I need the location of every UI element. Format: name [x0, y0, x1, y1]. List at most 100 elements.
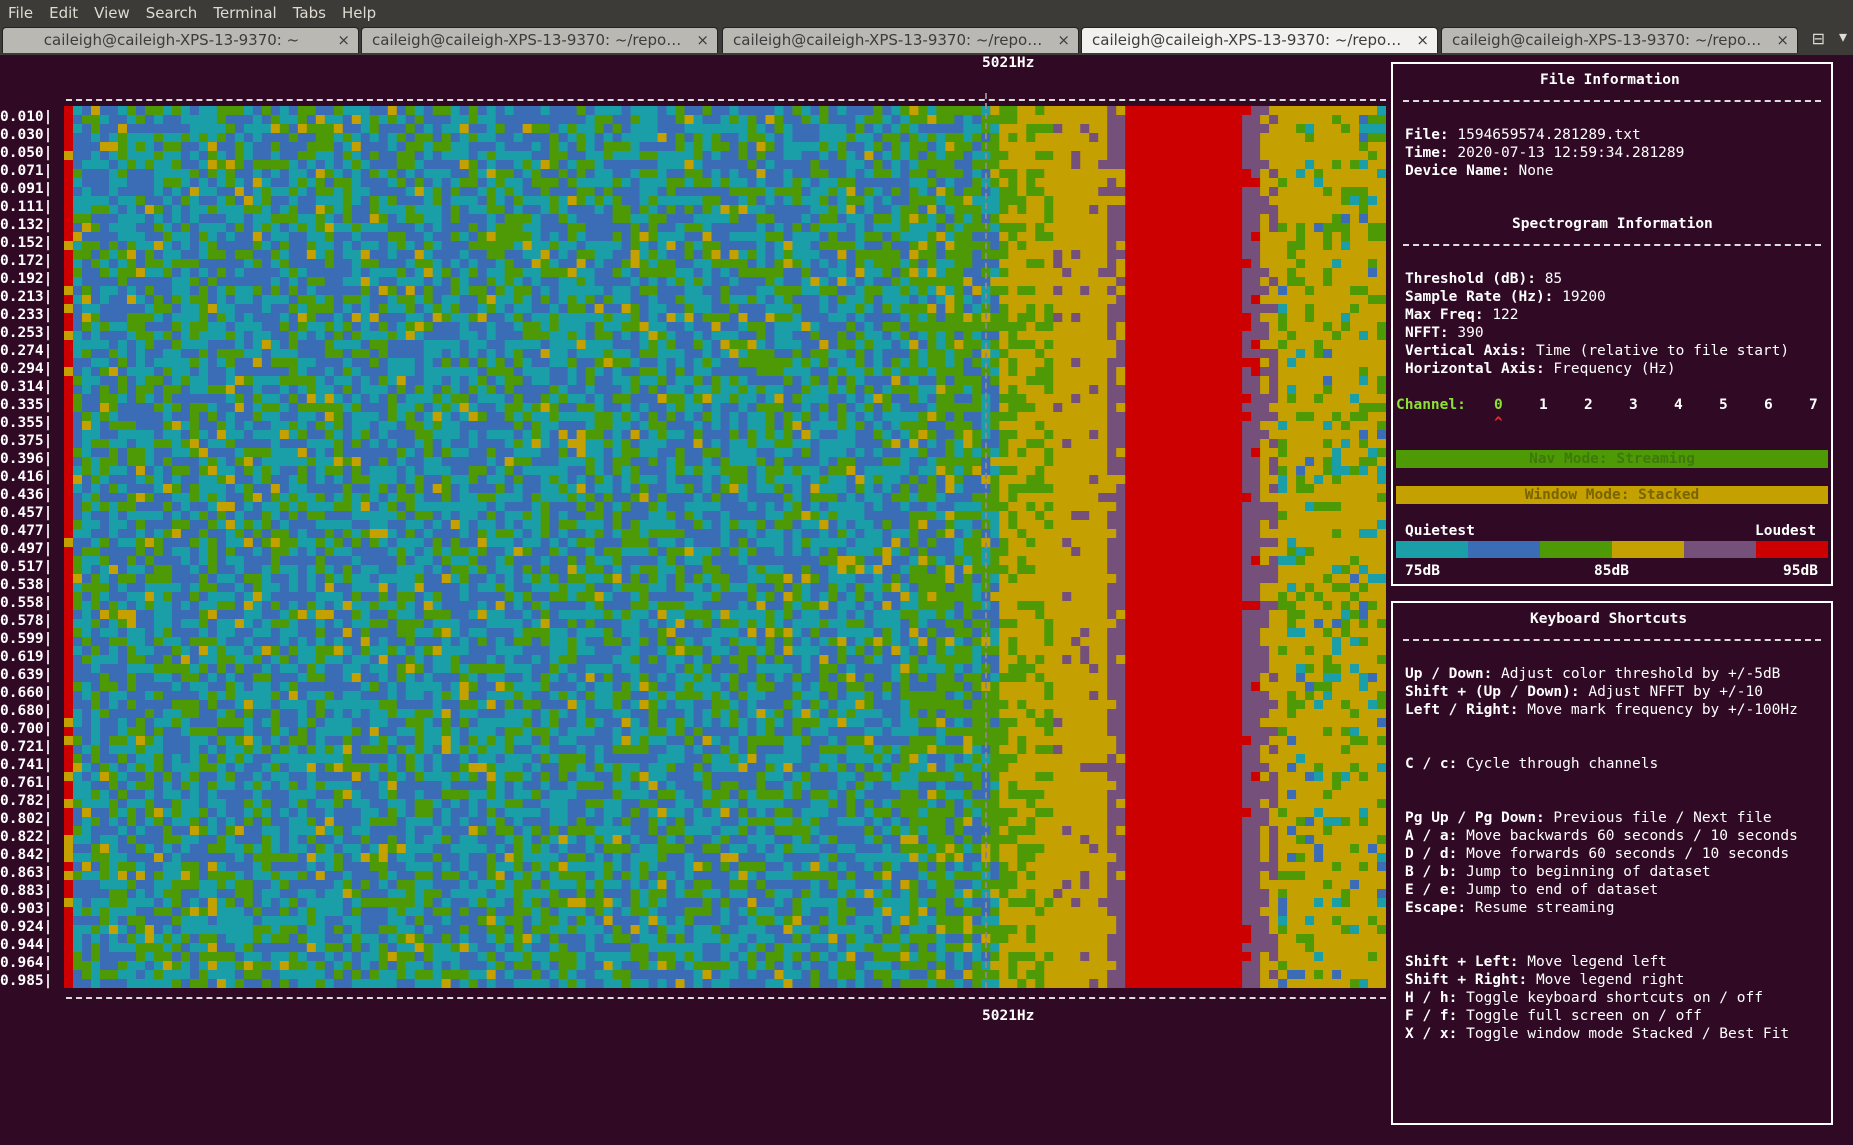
terminal-tab[interactable]: caileigh@caileigh-XPS-13-9370: ~/repos/A… — [722, 27, 1079, 53]
heatmap-cell — [747, 223, 757, 233]
heatmap-cell — [990, 268, 1000, 278]
heatmap-cell — [685, 322, 695, 332]
heatmap-cell — [810, 205, 820, 215]
heatmap-cell — [478, 286, 488, 296]
menu-help[interactable]: Help — [334, 4, 384, 22]
heatmap-cell — [1134, 106, 1144, 116]
heatmap-cell — [972, 349, 982, 359]
close-tab-icon[interactable]: × — [1416, 31, 1429, 49]
heatmap-cell — [1323, 358, 1333, 368]
menu-edit[interactable]: Edit — [41, 4, 86, 22]
heatmap-cell — [694, 106, 704, 116]
heatmap-cell — [208, 241, 218, 251]
heatmap-cell — [1026, 358, 1036, 368]
heatmap-cell — [801, 250, 811, 260]
heatmap-cell — [1314, 205, 1324, 215]
menu-terminal[interactable]: Terminal — [205, 4, 284, 22]
heatmap-cell — [523, 124, 533, 134]
menu-search[interactable]: Search — [138, 4, 206, 22]
heatmap-cell — [1296, 322, 1306, 332]
close-tab-icon[interactable]: × — [696, 31, 709, 49]
heatmap-cell — [945, 160, 955, 170]
heatmap-cell — [649, 376, 659, 386]
heatmap-cell — [1089, 241, 1099, 251]
heatmap-cell — [1251, 232, 1261, 242]
heatmap-cell — [1242, 124, 1252, 134]
heatmap-cell — [1053, 304, 1063, 314]
heatmap-cell — [631, 277, 641, 287]
heatmap-cell — [586, 286, 596, 296]
heatmap-cell — [523, 241, 533, 251]
terminal-tab[interactable]: caileigh@caileigh-XPS-13-9370: ~ × — [2, 27, 359, 53]
close-tab-icon[interactable]: × — [1776, 31, 1789, 49]
heatmap-cell — [604, 277, 614, 287]
heatmap-cell — [703, 367, 713, 377]
heatmap-cell — [819, 232, 829, 242]
menu-view[interactable]: View — [86, 4, 138, 22]
heatmap-cell — [64, 142, 74, 152]
heatmap-cell — [765, 394, 775, 404]
menu-tabs[interactable]: Tabs — [285, 4, 334, 22]
heatmap-cell — [433, 349, 443, 359]
heatmap-cell — [1125, 340, 1135, 350]
terminal-tab[interactable]: caileigh@caileigh-XPS-13-9370: ~/repos/e… — [1441, 27, 1798, 53]
heatmap-cell — [100, 115, 110, 125]
heatmap-cell — [855, 304, 865, 314]
terminal-tab[interactable]: caileigh@caileigh-XPS-13-9370: ~/repos/c… — [1081, 27, 1438, 53]
new-tab-icon[interactable]: ⊟ — [1812, 29, 1825, 48]
heatmap-cell — [1305, 313, 1315, 323]
heatmap-cell — [190, 196, 200, 206]
heatmap-cell — [1278, 142, 1288, 152]
heatmap-cell — [244, 169, 254, 179]
heatmap-cell — [1323, 160, 1333, 170]
heatmap-cell — [1062, 241, 1072, 251]
heatmap-cell — [1215, 196, 1225, 206]
heatmap-cell — [1017, 376, 1027, 386]
heatmap-cell — [613, 376, 623, 386]
heatmap-cell — [1269, 322, 1279, 332]
heatmap-cell — [145, 124, 155, 134]
heatmap-cell — [397, 340, 407, 350]
heatmap-cell — [667, 196, 677, 206]
heatmap-cell — [846, 133, 856, 143]
heatmap-cell — [559, 286, 569, 296]
heatmap-cell — [1143, 160, 1153, 170]
heatmap-cell — [1314, 124, 1324, 134]
heatmap-cell — [451, 241, 461, 251]
heatmap-cell — [406, 259, 416, 269]
tab-list-icon[interactable]: ▾ — [1839, 27, 1847, 46]
heatmap-cell — [1125, 169, 1135, 179]
terminal-tab[interactable]: caileigh@caileigh-XPS-13-9370: ~/repos/m… — [361, 27, 718, 53]
heatmap-cell — [900, 340, 910, 350]
close-tab-icon[interactable]: × — [1057, 31, 1070, 49]
time-tick-label: 0.802| — [0, 810, 52, 828]
heatmap-cell — [478, 106, 488, 116]
heatmap-cell — [199, 169, 209, 179]
heatmap-cell — [667, 367, 677, 377]
heatmap-cell — [873, 322, 883, 332]
heatmap-cell — [1152, 205, 1162, 215]
tab-bar: ⊟ ▾ caileigh@caileigh-XPS-13-9370: ~ × cai… — [0, 25, 1853, 55]
heatmap-cell — [1071, 169, 1081, 179]
heatmap-cell — [783, 223, 793, 233]
heatmap-cell — [298, 376, 308, 386]
menu-file[interactable]: File — [0, 4, 41, 22]
heatmap-cell — [325, 349, 335, 359]
heatmap-cell — [828, 196, 838, 206]
heatmap-cell — [640, 403, 650, 413]
heatmap-cell — [873, 358, 883, 368]
heatmap-cell — [406, 295, 416, 305]
time-tick-label: 0.660| — [0, 684, 52, 702]
heatmap-cell — [397, 124, 407, 134]
close-tab-icon[interactable]: × — [337, 31, 350, 49]
heatmap-cell — [82, 115, 92, 125]
heatmap-cell — [388, 241, 398, 251]
heatmap-cell — [909, 349, 919, 359]
heatmap-cell — [873, 124, 883, 134]
heatmap-cell — [819, 331, 829, 341]
heatmap-cell — [505, 214, 515, 224]
time-tick-label: 0.172| — [0, 252, 52, 270]
heatmap-cell — [478, 124, 488, 134]
heatmap-cell — [541, 178, 551, 188]
heatmap-cell — [568, 268, 578, 278]
